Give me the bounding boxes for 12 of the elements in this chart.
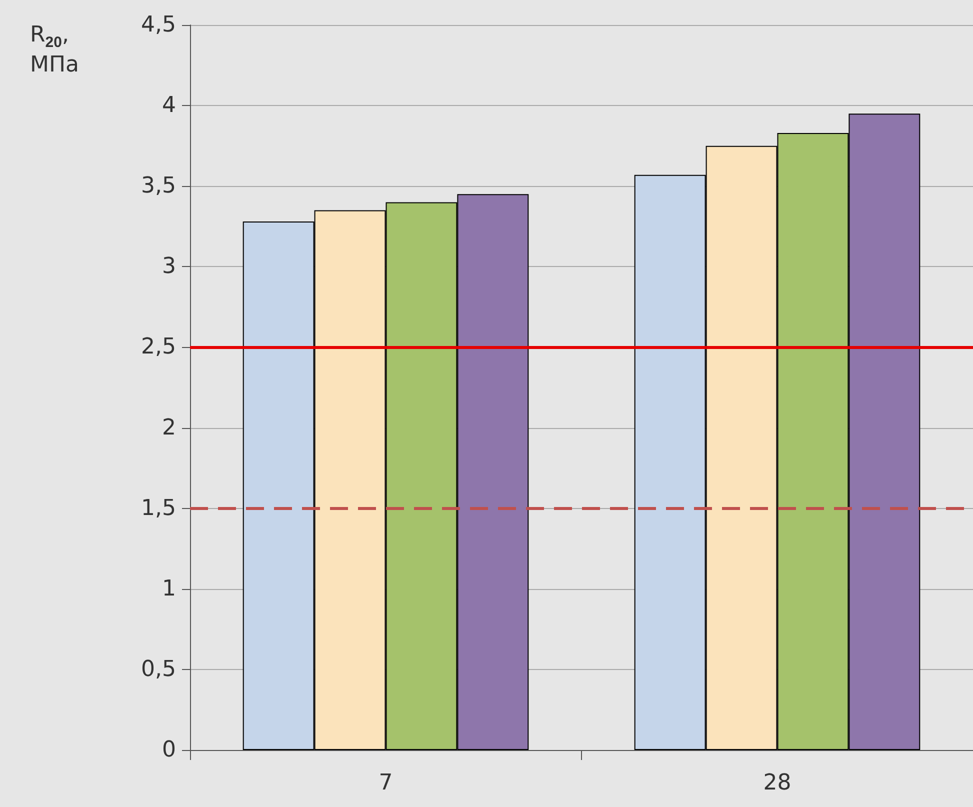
y-tick-label: 0 — [162, 738, 176, 762]
y-tick-label: 0,5 — [141, 656, 176, 682]
y-tick-label: 3 — [162, 254, 176, 280]
y-tick-label: 4,5 — [141, 12, 176, 38]
y-tick-label: 2,5 — [141, 334, 176, 360]
y-tick-label: 2 — [162, 415, 176, 440]
x-tick-label: 28 — [763, 770, 792, 796]
y-tick-label: 4 — [162, 93, 176, 118]
y-tick-label: 1 — [162, 576, 176, 602]
y-tick-label: 3,5 — [141, 174, 176, 199]
y-tick-label: 1,5 — [141, 496, 176, 521]
x-tick-label: 7 — [378, 770, 393, 796]
